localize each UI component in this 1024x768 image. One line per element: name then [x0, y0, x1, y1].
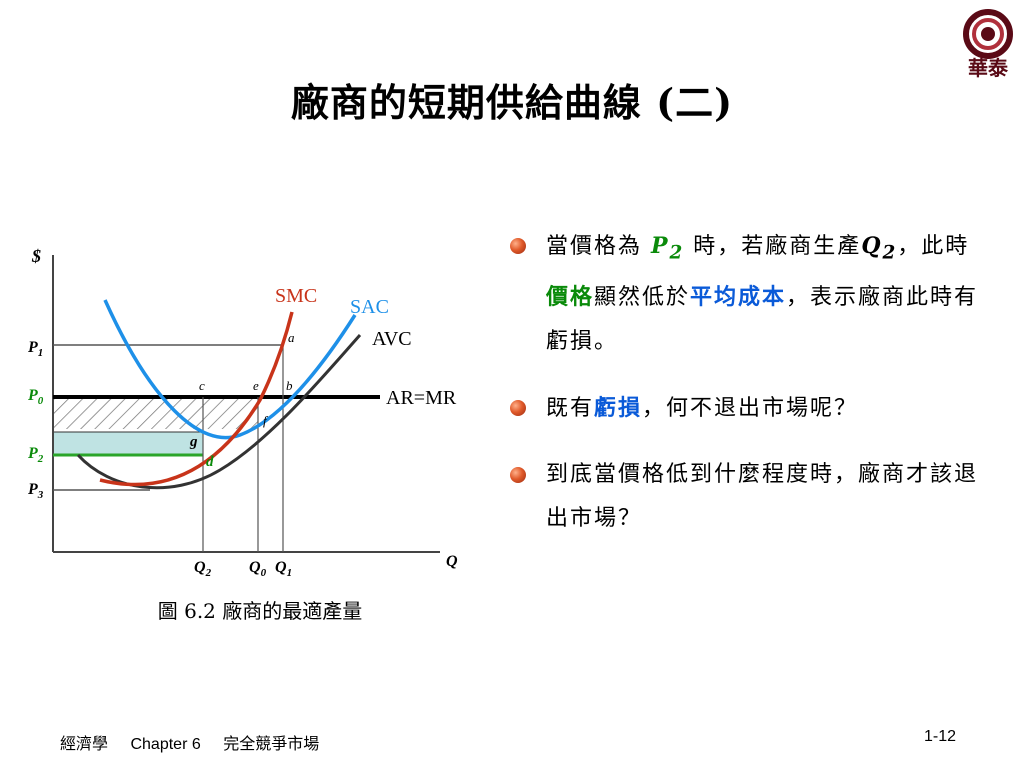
- loss-area: [52, 431, 204, 456]
- armr-label: AR=MR: [386, 387, 457, 409]
- price-p2: P2: [651, 233, 685, 264]
- point-d: d: [206, 454, 214, 470]
- bullet-dot-icon: [510, 467, 526, 484]
- x-axis-label: Q: [446, 553, 458, 570]
- quantity-q2: Q2: [861, 233, 898, 264]
- bullet-item-1: 當價格為 P2 時，若廠商生產Q2，此時價格顯然低於平均成本，表示廠商此時有虧損…: [510, 224, 980, 364]
- p2-label: P2: [27, 445, 44, 465]
- publisher-logo: [963, 9, 1013, 59]
- q0-label: Q0: [249, 559, 267, 579]
- p0-label: P0: [27, 387, 44, 407]
- footer-left: 經濟學 Chapter 6 完全競爭市場: [60, 730, 337, 754]
- point-g: g: [189, 434, 198, 450]
- p1-label: P1: [27, 339, 43, 359]
- smc-curve: [99, 311, 294, 487]
- bullet-dot-icon: [510, 400, 526, 417]
- point-f: f: [263, 413, 269, 428]
- sac-curve: [103, 299, 357, 440]
- p3-label: P3: [27, 481, 44, 501]
- avc-curve: [76, 334, 362, 490]
- bullet-item-2: 既有虧損，何不退出市場呢？: [510, 386, 980, 431]
- bullet-dot-icon: [510, 238, 526, 254]
- footer-chapter: Chapter 6: [130, 736, 201, 753]
- bullet-item-3: 到底當價格低到什麼程度時，廠商才該退出市場？: [510, 453, 980, 541]
- sac-label: SAC: [350, 296, 389, 318]
- footer-topic: 完全競爭市場: [223, 736, 320, 753]
- footer-course: 經濟學: [60, 736, 109, 753]
- q2-label: Q2: [194, 559, 212, 579]
- highlight-average-cost: 平均成本: [690, 284, 787, 311]
- q1-label: Q1: [275, 559, 292, 579]
- point-c: c: [199, 378, 205, 393]
- point-e: e: [253, 378, 259, 393]
- highlight-loss: 虧損: [594, 395, 643, 422]
- bullet-list: 當價格為 P2 時，若廠商生產Q2，此時價格顯然低於平均成本，表示廠商此時有虧損…: [510, 224, 980, 563]
- y-axis-label: $: [31, 246, 41, 266]
- highlight-price: 價格: [546, 284, 595, 311]
- hatched-loss-area: [53, 397, 258, 429]
- point-b: b: [286, 378, 293, 393]
- logo-text: 華泰: [968, 56, 1008, 80]
- avc-label: AVC: [372, 328, 412, 350]
- slide-title: 廠商的短期供給曲線 (二): [290, 80, 734, 125]
- smc-label: SMC: [275, 285, 317, 307]
- page-number: 1-12: [924, 728, 957, 745]
- point-a: a: [288, 330, 295, 345]
- figure-caption: 圖 6.2 廠商的最適產量: [157, 599, 363, 623]
- cost-curves-graph: SMC SAC AVC AR=MR $ Q P1 P0 P2 P3 Q2 Q0 …: [27, 246, 458, 579]
